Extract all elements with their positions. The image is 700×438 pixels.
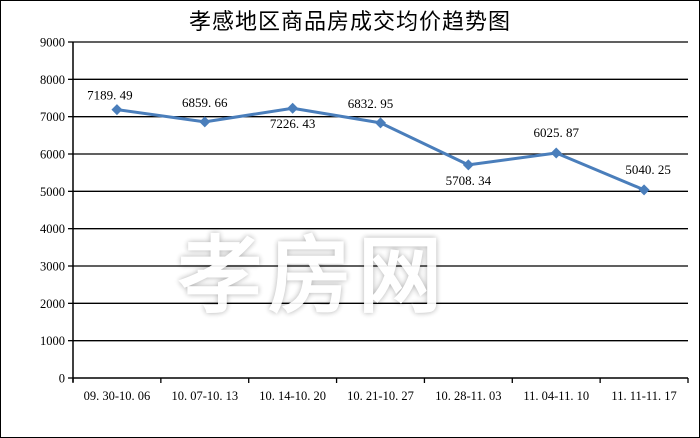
y-tick-label: 2000 <box>40 297 65 311</box>
diamond-marker-icon <box>287 102 299 114</box>
x-category-label: 10. 07-10. 13 <box>171 389 238 403</box>
y-tick-label: 8000 <box>40 73 65 87</box>
y-tick-label: 6000 <box>40 148 65 162</box>
axes <box>72 42 688 382</box>
y-tick-label: 3000 <box>40 260 65 274</box>
data-value-label: 7226. 43 <box>270 116 316 131</box>
diamond-marker-icon <box>638 184 650 196</box>
y-tick-label: 1000 <box>40 334 65 348</box>
data-labels: 7189. 49 6859. 66 7226. 43 6832. 95 5708. 34… <box>87 88 671 188</box>
data-value-label: 5040. 25 <box>625 162 671 177</box>
data-value-label: 6832. 95 <box>348 96 394 111</box>
data-value-label: 7189. 49 <box>87 88 133 103</box>
y-tick-label: 7000 <box>40 110 65 124</box>
x-category-label: 10. 21-10. 27 <box>347 389 414 403</box>
x-category-label: 09. 30-10. 06 <box>84 389 151 403</box>
data-series <box>111 102 650 196</box>
gridlines <box>73 41 688 342</box>
data-value-label: 6025. 87 <box>533 125 579 140</box>
x-category-label: 10. 14-10. 20 <box>259 389 326 403</box>
y-tick-label: 0 <box>59 372 65 386</box>
data-value-label: 6859. 66 <box>182 95 228 110</box>
y-tick-label: 4000 <box>40 222 65 236</box>
x-category-label: 11. 04-11. 10 <box>523 389 589 403</box>
x-axis-ticks: 09. 30-10. 06 10. 07-10. 13 10. 14-10. 20 1… <box>72 378 689 403</box>
chart-title: 孝感地区商品房成交均价趋势图 <box>188 10 511 35</box>
diamond-marker-icon <box>375 117 386 129</box>
y-tick-label: 5000 <box>40 185 65 199</box>
x-category-label: 11. 11-11. 17 <box>611 389 676 403</box>
diamond-marker-icon <box>550 147 562 159</box>
diamond-marker-icon <box>462 159 474 171</box>
y-axis-ticks: 0 1000 2000 3000 4000 5000 6000 7000 8000 9000 <box>40 36 73 386</box>
x-category-label: 10. 28-11. 03 <box>435 389 501 403</box>
diamond-marker-icon <box>199 116 211 128</box>
diamond-marker-icon <box>111 104 123 116</box>
data-value-label: 5708. 34 <box>446 173 492 188</box>
y-tick-label: 9000 <box>40 36 65 50</box>
